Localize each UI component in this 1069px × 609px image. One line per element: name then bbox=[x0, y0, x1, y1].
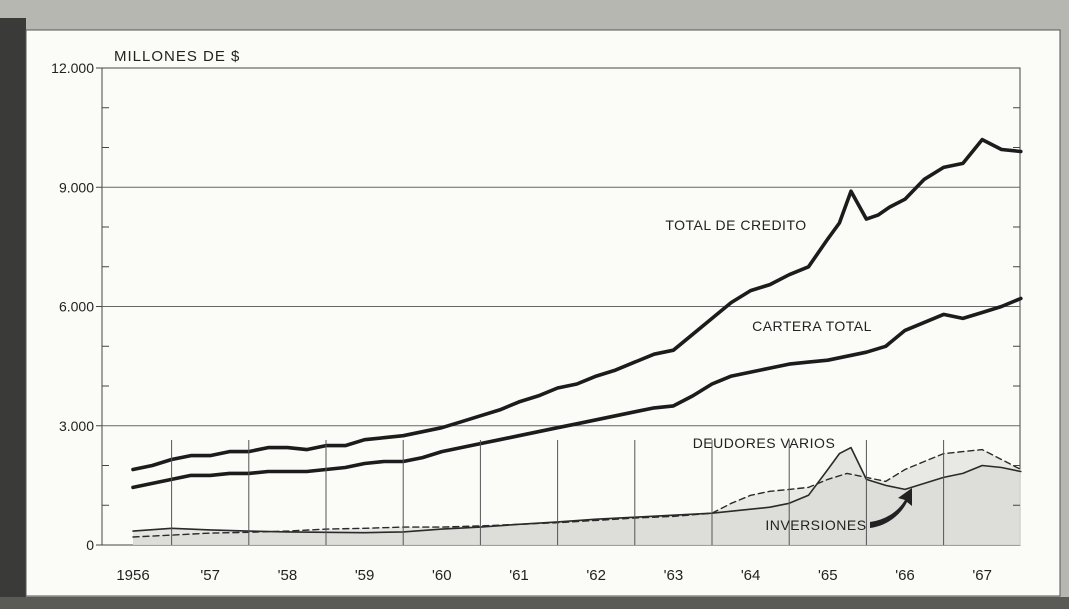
series-line bbox=[131, 137, 1023, 472]
series-label: TOTAL DE CREDITO bbox=[665, 217, 806, 233]
left-dark-border bbox=[0, 18, 26, 609]
x-tick-label: '57 bbox=[200, 567, 220, 584]
series-line bbox=[132, 446, 1022, 534]
x-tick-label: '67 bbox=[972, 567, 992, 584]
x-tick-label: '65 bbox=[818, 567, 838, 584]
x-tick-label: '62 bbox=[586, 567, 606, 584]
series-area bbox=[133, 447, 1021, 545]
y-tick-label: 6.000 bbox=[59, 299, 94, 315]
series-line bbox=[131, 296, 1023, 490]
unit-label: MILLONES DE $ bbox=[114, 48, 240, 65]
x-tick-label: '63 bbox=[664, 567, 684, 584]
y-tick-label: 0 bbox=[86, 537, 94, 553]
x-tick-label: '61 bbox=[509, 567, 529, 584]
y-tick-label: 3.000 bbox=[59, 418, 94, 434]
x-tick-label: '59 bbox=[355, 567, 375, 584]
bottom-dark-border bbox=[0, 597, 1069, 609]
x-tick-label: '58 bbox=[278, 567, 298, 584]
series-line bbox=[132, 448, 1022, 538]
x-tick-label: '64 bbox=[741, 567, 761, 584]
series-label: INVERSIONES bbox=[765, 517, 866, 533]
x-tick-label: 1956 bbox=[116, 567, 149, 584]
y-tick-label: 12.000 bbox=[51, 60, 94, 76]
inversiones-arrow-icon bbox=[870, 488, 912, 528]
x-tick-label: '60 bbox=[432, 567, 452, 584]
x-tick-label: '66 bbox=[895, 567, 915, 584]
series-label: CARTERA TOTAL bbox=[752, 318, 872, 334]
y-tick-label: 9.000 bbox=[59, 179, 94, 195]
series-label: DEUDORES VARIOS bbox=[693, 435, 836, 451]
